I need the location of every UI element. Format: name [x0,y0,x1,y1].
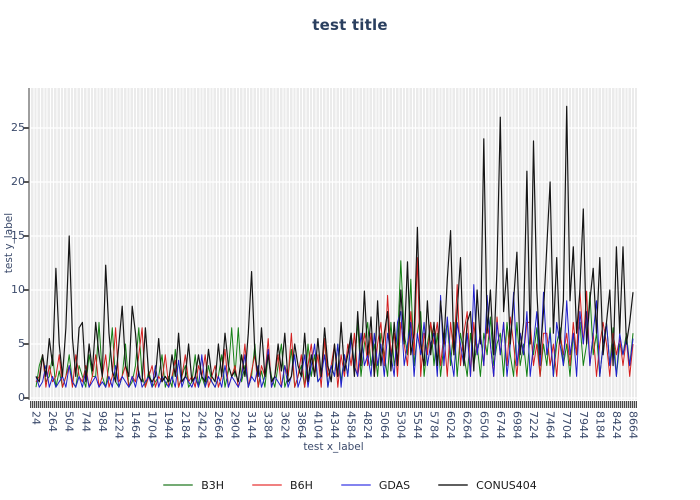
x-tick-label: 4824 [361,411,375,439]
legend-label-b3h: B3H [201,478,225,492]
legend-label-b6h: B6H [290,478,313,492]
x-tick-label: 3624 [278,411,292,439]
x-tick-label: 6024 [444,411,458,439]
y-tick-label: 20 [11,175,25,188]
x-tick-label: 744 [79,411,93,432]
x-tick-label: 5784 [427,411,441,439]
x-tick-label: 2424 [195,411,209,439]
legend-item-b6h[interactable]: B6H [252,479,313,492]
y-tick-mark [23,397,29,399]
x-tick-label: 6264 [460,411,474,439]
x-tick-label: 6984 [510,411,524,439]
y-tick-label: 15 [11,229,25,242]
legend-line-swatch-gdas [340,483,371,487]
series-line-conus404 [35,105,634,383]
legend-line-swatch-conus404 [438,483,469,487]
legend-line-swatch-b3h [163,483,194,487]
y-tick-mark [23,289,29,291]
x-tick-band [30,401,637,408]
y-tick-label: 10 [11,283,25,296]
plot-area [30,88,637,400]
x-tick-label: 1704 [145,411,159,439]
legend: B3H B6H GDAS CONUS404 [0,475,700,495]
x-tick-label: 1944 [162,411,176,439]
x-tick-label: 8184 [593,411,607,439]
x-tick-label: 984 [95,411,109,432]
legend-label-conus404: CONUS404 [476,478,537,492]
x-tick-label: 1464 [129,411,142,439]
x-tick-label: 1224 [112,411,126,439]
x-tick-label: 4104 [311,411,325,439]
y-tick-label: 5 [18,337,25,350]
legend-item-gdas[interactable]: GDAS [340,478,411,492]
x-tick-label: 6744 [493,411,507,439]
x-tick-label: 2664 [211,411,225,439]
y-tick-mark [23,343,29,345]
x-tick-label: 3384 [261,411,275,439]
y-tick-mark [23,181,29,183]
x-tick-label: 6504 [477,411,491,439]
x-tick-label: 5304 [394,411,408,439]
x-axis-title: test x_label [303,441,364,453]
y-tick-label: 25 [11,121,25,134]
y-tick-mark [23,127,29,129]
chart-title: test title [312,16,388,34]
x-tick-label: 4344 [328,411,341,439]
x-tick-label: 3864 [294,411,308,439]
x-tick-label: 264 [46,411,60,432]
x-tick-label: 8664 [626,411,640,439]
x-tick-label: 7944 [576,411,590,439]
x-tick-label: 3144 [245,411,259,439]
x-tick-label: 4584 [344,411,358,439]
y-tick-mark [23,235,29,237]
x-tick-label: 2184 [178,411,192,439]
x-tick-label: 7464 [543,411,557,439]
x-tick-label: 5544 [410,411,424,439]
x-tick-label: 2904 [228,411,242,439]
x-tick-label: 7704 [560,411,574,439]
x-tick-label: 5064 [377,411,391,439]
series-line-b6h [35,257,634,388]
x-tick-label: 24 [29,411,43,425]
x-tick-label: 504 [62,411,76,432]
legend-line-swatch-b6h [252,483,283,487]
plot-canvas [30,105,637,399]
y-tick-label: 0 [18,391,25,404]
series-line-gdas [35,284,634,388]
x-tick-label: 7224 [527,411,540,439]
x-tick-label: 8424 [609,411,623,439]
legend-label-gdas: GDAS [378,478,411,492]
legend-item-conus404[interactable]: CONUS404 [438,479,537,492]
y-axis-title: test y_label [3,212,15,274]
legend-item-b3h[interactable]: B3H [163,479,224,492]
y-axis-spine [28,88,30,400]
